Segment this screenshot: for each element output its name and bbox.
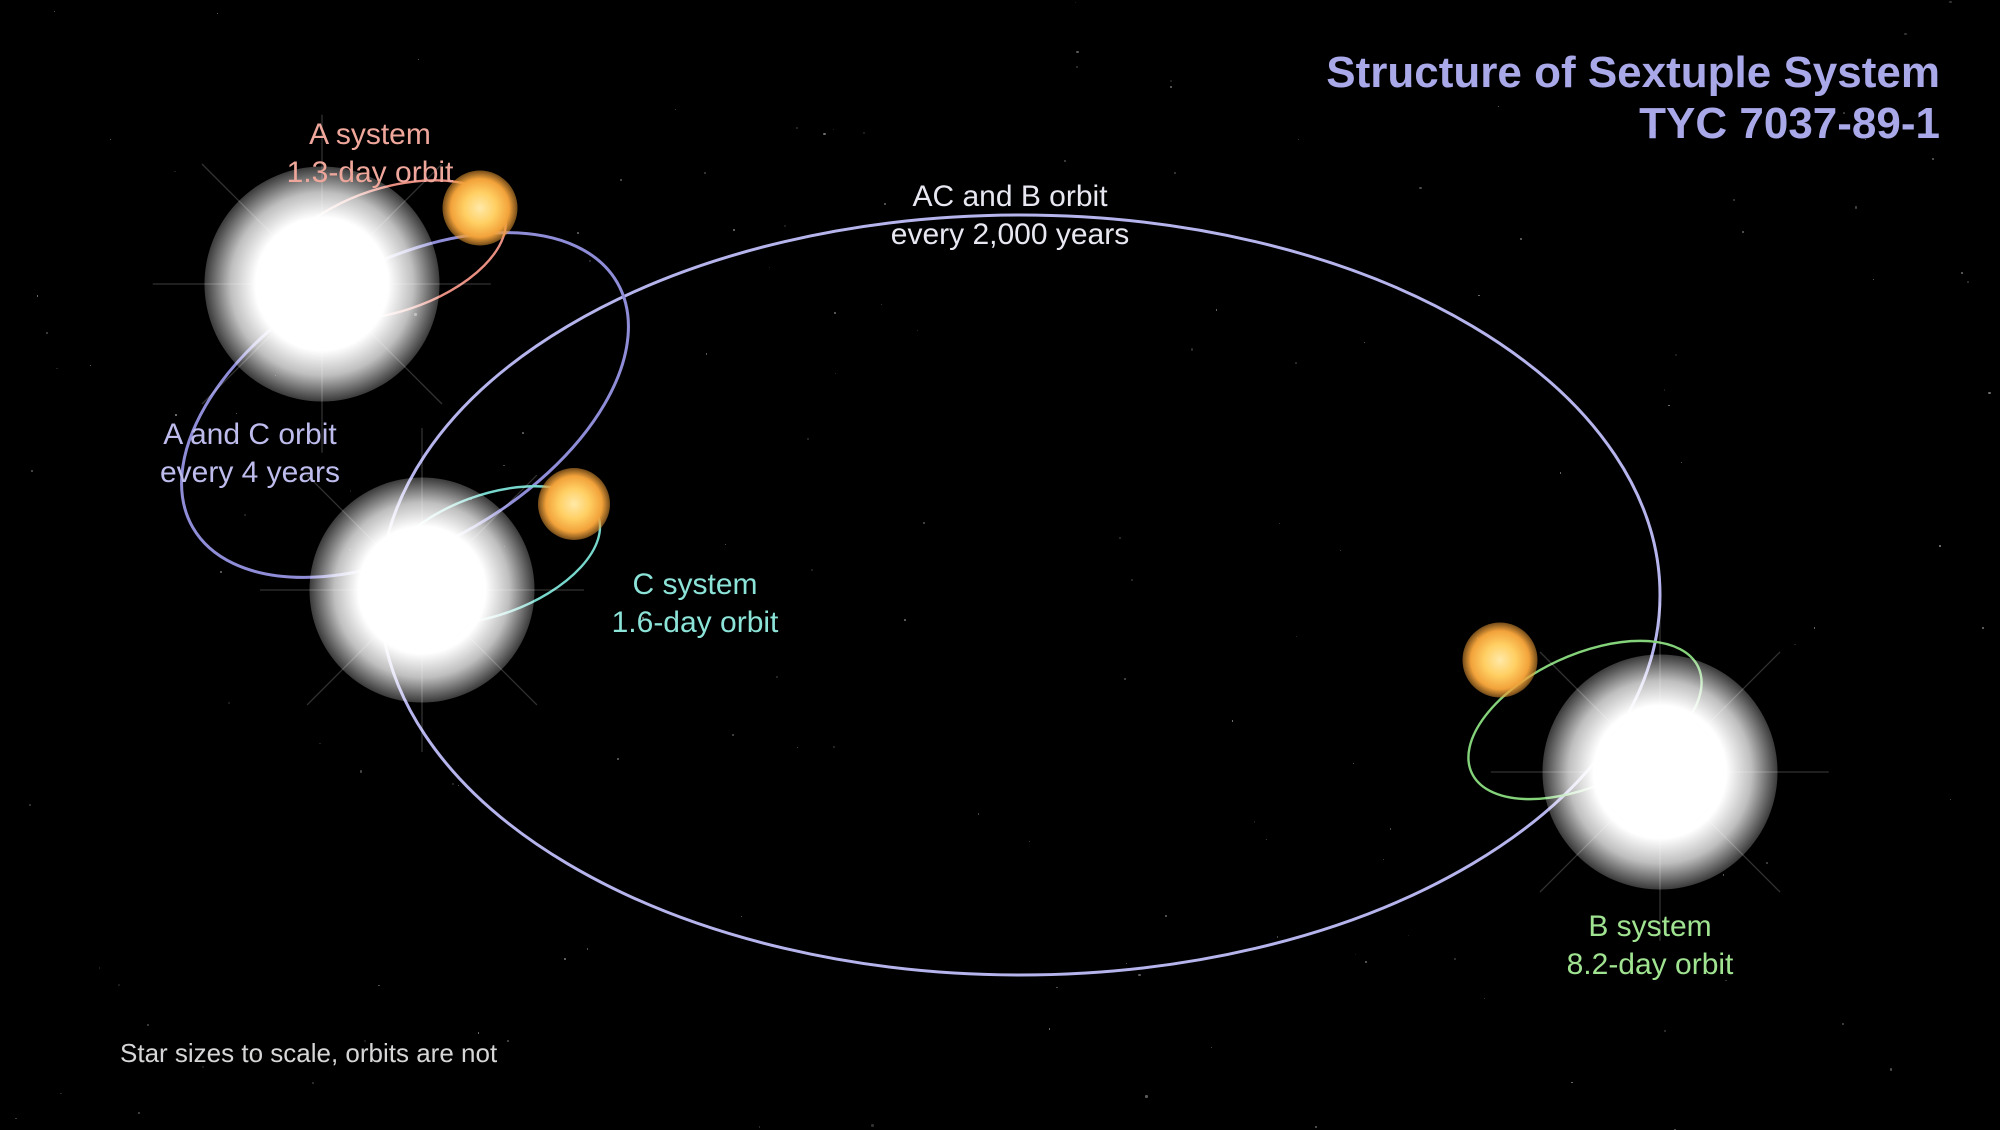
label-b-line1: B system	[1588, 910, 1711, 943]
label-acb-line2: every 2,000 years	[891, 216, 1129, 254]
label-c-line2: 1.6-day orbit	[612, 604, 779, 642]
title-line2: TYC 7037-89-1	[1639, 99, 1940, 148]
label-ac-orbit: A and C orbit every 4 years	[160, 416, 340, 491]
footnote-scale: Star sizes to scale, orbits are not	[120, 1038, 497, 1069]
diagram-title: Structure of Sextuple System TYC 7037-89…	[1326, 48, 1940, 149]
title-line1: Structure of Sextuple System	[1326, 48, 1940, 97]
label-acb-orbit: AC and B orbit every 2,000 years	[891, 178, 1129, 253]
label-acb-line1: AC and B orbit	[912, 180, 1107, 213]
label-ac-line1: A and C orbit	[163, 418, 336, 451]
label-b-system: B system 8.2-day orbit	[1567, 908, 1734, 983]
label-a-line2: 1.3-day orbit	[287, 154, 454, 192]
label-c-line1: C system	[632, 568, 757, 601]
label-ac-line2: every 4 years	[160, 454, 340, 492]
diagram-stage: Structure of Sextuple System TYC 7037-89…	[0, 0, 2000, 1130]
label-a-line1: A system	[309, 118, 431, 151]
footnote-text: Star sizes to scale, orbits are not	[120, 1038, 497, 1068]
label-b-line2: 8.2-day orbit	[1567, 946, 1734, 984]
label-a-system: A system 1.3-day orbit	[287, 116, 454, 191]
star-rays	[1491, 603, 1829, 941]
label-c-system: C system 1.6-day orbit	[612, 566, 779, 641]
